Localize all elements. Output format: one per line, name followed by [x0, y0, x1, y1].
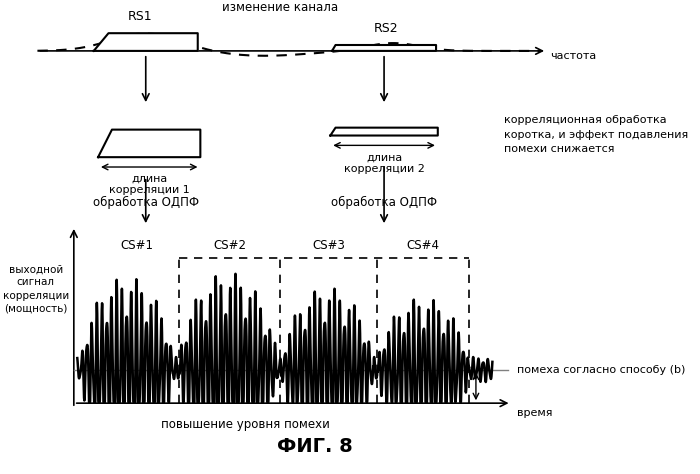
- Text: время: время: [517, 408, 552, 418]
- Text: длина
корреляции 2: длина корреляции 2: [344, 152, 424, 174]
- Text: ФИГ. 8: ФИГ. 8: [277, 438, 353, 456]
- Text: повышение уровня помехи: повышение уровня помехи: [161, 418, 330, 431]
- Polygon shape: [332, 45, 436, 51]
- Text: CS#2: CS#2: [213, 238, 246, 252]
- Polygon shape: [330, 128, 438, 136]
- Text: CS#4: CS#4: [407, 238, 440, 252]
- Text: обработка ОДПФ: обработка ОДПФ: [92, 196, 199, 209]
- Polygon shape: [94, 33, 197, 51]
- Text: обработка ОДПФ: обработка ОДПФ: [331, 196, 437, 209]
- Text: RS1: RS1: [127, 10, 152, 23]
- Text: помеха согласно способу (b): помеха согласно способу (b): [517, 365, 685, 375]
- Text: CS#3: CS#3: [312, 238, 345, 252]
- Polygon shape: [98, 129, 200, 157]
- Text: длина
корреляции 1: длина корреляции 1: [108, 174, 190, 195]
- Text: RS2: RS2: [374, 22, 398, 35]
- Text: корреляционная обработка
коротка, и эффект подавления
помехи снижается: корреляционная обработка коротка, и эффе…: [504, 115, 688, 155]
- Text: CS#1: CS#1: [120, 238, 153, 252]
- Text: изменение канала: изменение канала: [222, 1, 338, 15]
- Text: выходной
сигнал
корреляции
(мощность): выходной сигнал корреляции (мощность): [3, 264, 69, 314]
- Text: частота: частота: [550, 51, 596, 61]
